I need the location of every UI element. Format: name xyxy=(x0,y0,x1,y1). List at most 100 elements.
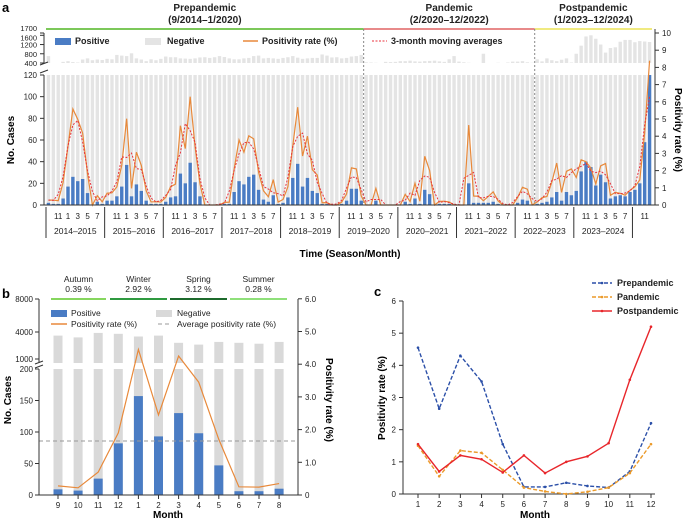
y-tick-label: 400 xyxy=(24,59,37,68)
positive-bar xyxy=(164,201,168,205)
negative-bar-upper xyxy=(271,58,275,63)
negative-bar-upper xyxy=(164,56,168,63)
negative-bar-upper xyxy=(256,55,261,63)
negative-bar xyxy=(569,75,574,205)
negative-bar xyxy=(628,75,632,205)
month-tick-label: 1 xyxy=(66,212,71,221)
negative-bar xyxy=(51,75,56,205)
negative-bar-upper xyxy=(408,60,412,63)
legend-marker xyxy=(600,295,604,299)
period-title: Pandemic xyxy=(426,3,474,14)
moving-average-line xyxy=(48,96,651,206)
negative-bar xyxy=(212,75,217,205)
y2-tick-label: 5.0 xyxy=(305,328,317,337)
negative-bar xyxy=(53,369,63,495)
negative-bar xyxy=(90,75,95,205)
negative-bar xyxy=(85,75,90,205)
y-tick-label: 40 xyxy=(28,158,37,167)
x-tick-label: 8 xyxy=(277,501,282,510)
positive-bar xyxy=(93,478,103,495)
negative-bar-upper xyxy=(574,53,578,63)
negative-bar-upper xyxy=(217,56,222,63)
negative-bar xyxy=(203,75,207,205)
positive-bar xyxy=(481,202,486,205)
positive-bar xyxy=(173,196,178,205)
period-range: (1/2023–12/2024) xyxy=(554,15,633,26)
negative-bar-upper xyxy=(555,61,559,63)
x-tick-label: 8 xyxy=(564,500,569,509)
month-tick-label: 11 xyxy=(289,212,298,221)
negative-bar xyxy=(496,75,500,205)
negative-bar-upper xyxy=(447,59,451,63)
negative-bar-upper xyxy=(364,62,368,63)
negative-bar xyxy=(154,75,158,205)
negative-bar xyxy=(339,75,344,205)
negative-bar-upper xyxy=(452,56,456,63)
negative-bar-upper xyxy=(214,341,224,363)
positive-bar xyxy=(271,195,275,205)
season-rate: 0.28 % xyxy=(245,284,272,294)
negative-bar-upper xyxy=(178,58,183,63)
negative-bar-upper xyxy=(633,42,637,63)
negative-bar-upper xyxy=(222,57,227,63)
y-tick-label: 80 xyxy=(28,114,37,123)
x-tick-label: 11 xyxy=(94,501,103,510)
y2-tick-label: 0 xyxy=(662,201,667,210)
x-tick-label: 12 xyxy=(114,501,123,510)
x-tick-label: 6 xyxy=(522,500,527,509)
c-xlabel: Month xyxy=(520,510,550,521)
negative-bar-upper xyxy=(320,54,324,63)
month-tick-label: 1 xyxy=(594,212,599,221)
legend-label: Positivity rate (%) xyxy=(262,36,338,46)
negative-bar xyxy=(594,75,598,205)
negative-bar xyxy=(642,75,647,205)
y-tick-label: 2 xyxy=(392,426,397,435)
y-tick-label: 8000 xyxy=(15,295,33,304)
negative-bar-upper xyxy=(584,36,588,63)
positive-bar xyxy=(295,163,300,205)
data-point xyxy=(480,380,483,383)
series-line-prepandemic xyxy=(417,347,652,489)
negative-bar-upper xyxy=(339,58,344,63)
negative-bar-upper xyxy=(295,57,300,63)
positive-bar xyxy=(476,202,481,205)
negative-bar-upper xyxy=(589,35,593,63)
negative-bar xyxy=(476,75,481,205)
month-tick-label: 3 xyxy=(603,212,608,221)
positive-bar xyxy=(261,199,266,205)
x-tick-label: 9 xyxy=(56,501,61,510)
negative-bar xyxy=(349,75,354,205)
negative-bar-upper xyxy=(154,335,163,363)
negative-bar xyxy=(555,75,559,205)
season-rate: 3.12 % xyxy=(185,284,212,294)
negative-bar-upper xyxy=(173,57,178,63)
negative-bar-upper xyxy=(139,59,143,63)
y-tick-label: 0 xyxy=(392,490,397,499)
negative-bar-upper xyxy=(535,59,539,63)
negative-bar xyxy=(413,75,417,205)
positive-bar xyxy=(427,194,432,205)
positive-bar xyxy=(134,184,139,205)
positive-bar xyxy=(349,188,354,205)
positive-bar xyxy=(61,198,65,205)
negative-bar-upper xyxy=(227,58,231,63)
negative-bar xyxy=(608,75,613,205)
negative-bar xyxy=(173,75,178,205)
positive-bar xyxy=(291,177,295,205)
month-tick-label: 11 xyxy=(230,212,239,221)
data-point xyxy=(501,471,505,474)
season-name: Autumn xyxy=(64,274,94,284)
positive-bar xyxy=(159,203,163,205)
negative-bar-upper xyxy=(66,61,70,63)
month-tick-label: 7 xyxy=(154,212,159,221)
negative-bar xyxy=(217,75,222,205)
y2-tick-label: 8 xyxy=(662,63,667,72)
series-line-postpandemic xyxy=(417,326,652,474)
y2-tick-label: 1.0 xyxy=(305,458,317,467)
negative-bar xyxy=(344,75,349,205)
positive-bar xyxy=(374,200,378,205)
data-point xyxy=(522,486,526,489)
negative-bar-upper xyxy=(242,58,246,63)
negative-bar-upper xyxy=(237,59,241,63)
positive-bar xyxy=(598,174,603,205)
